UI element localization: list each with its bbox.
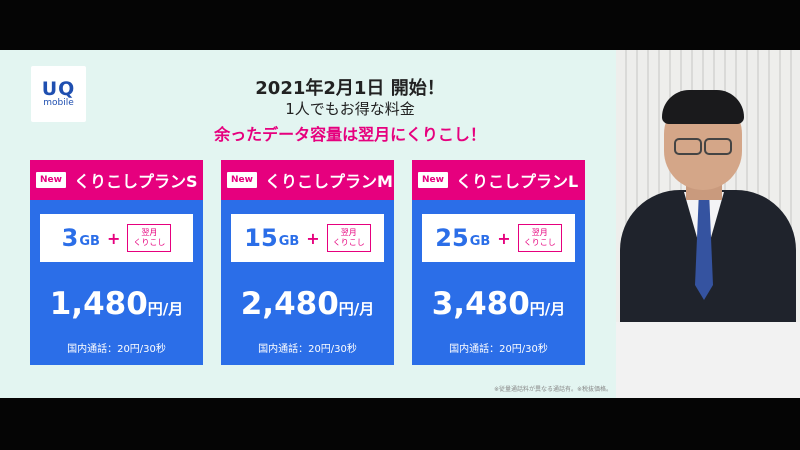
letterbox-top [0,0,800,50]
new-badge: New [36,172,66,188]
plan-header: New くりこしプランM [221,160,394,200]
glasses-lens-left [674,138,702,155]
carryover-line2: くりこし [523,238,556,247]
plan-header: New くりこしプランL [412,160,585,200]
carryover-tag: 翌月 くりこし [326,224,371,252]
price-unit: 円/月 [529,300,566,318]
plan-price: 2,480円/月 [221,286,394,322]
plan-header: New くりこしプランS [30,160,203,200]
plus-sign: + [106,228,121,248]
plan-price: 1,480円/月 [30,286,203,322]
data-amount: 25 [435,224,469,252]
plus-sign: + [306,228,320,248]
headline-carryover: 余ったデータ容量は翌月にくりこし！ [214,125,486,144]
price-amount: 1,480 [49,286,148,322]
data-allowance-box: 15 GB + 翌月 くりこし [231,214,384,262]
glasses-icon [674,138,732,155]
data-unit: GB [79,233,100,249]
plus-sign: + [497,228,511,248]
plan-card-s: New くりこしプランS 3 GB + 翌月 くりこし 1,480円/月 国内通… [30,160,203,365]
data-allowance-box: 25 GB + 翌月 くりこし [422,214,575,262]
price-unit: 円/月 [338,300,375,318]
plan-name: くりこしプランL [455,172,579,191]
new-badge: New [227,172,257,188]
plan-card-l: New くりこしプランL 25 GB + 翌月 くりこし 3,480円/月 国内… [412,160,585,365]
carryover-line2: くりこし [332,238,365,247]
carryover-tag: 翌月 くりこし [517,224,562,252]
price-amount: 3,480 [431,286,530,322]
footnote: ※従量通話料が異なる通話有。※税抜価格。 [493,386,612,393]
call-rate: 国内通話：20円/30秒 [258,344,357,355]
speaker-video-inset [616,50,800,398]
headline-date: 2021年2月1日 開始！ [255,78,445,99]
price-amount: 2,480 [240,286,339,322]
carryover-line1: 翌月 [141,228,158,237]
podium [616,322,800,398]
data-amount: 3 [61,224,79,252]
logo-sub: mobile [43,97,74,108]
carryover-tag: 翌月 くりこし [127,224,172,252]
logo-mark: UQ [41,77,76,100]
call-rate: 国内通話：20円/30秒 [67,344,166,355]
data-unit: GB [278,233,300,249]
plan-name: くりこしプランS [73,172,198,191]
new-badge: New [418,172,448,188]
speaker-tie [695,200,713,300]
plan-name: くりこしプランM [264,172,393,191]
letterbox-bottom [0,398,800,450]
glasses-lens-right [704,138,732,155]
data-allowance-box: 3 GB + 翌月 くりこし [40,214,193,262]
carryover-line1: 翌月 [531,228,548,237]
speaker-hair [662,90,744,124]
carryover-line1: 翌月 [340,228,357,237]
uq-mobile-logo: UQ mobile [31,66,86,122]
price-unit: 円/月 [147,300,184,318]
plan-card-m: New くりこしプランM 15 GB + 翌月 くりこし 2,480円/月 国内… [221,160,394,365]
data-amount: 15 [244,224,278,252]
headline-tagline: 1人でもお得な料金 [285,100,415,118]
data-unit: GB [469,233,491,249]
plan-price: 3,480円/月 [412,286,585,322]
call-rate: 国内通話：20円/30秒 [449,344,548,355]
carryover-line2: くりこし [133,238,166,247]
